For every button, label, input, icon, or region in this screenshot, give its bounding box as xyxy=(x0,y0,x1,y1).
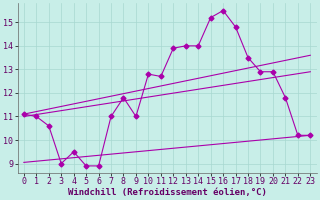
X-axis label: Windchill (Refroidissement éolien,°C): Windchill (Refroidissement éolien,°C) xyxy=(68,188,267,197)
